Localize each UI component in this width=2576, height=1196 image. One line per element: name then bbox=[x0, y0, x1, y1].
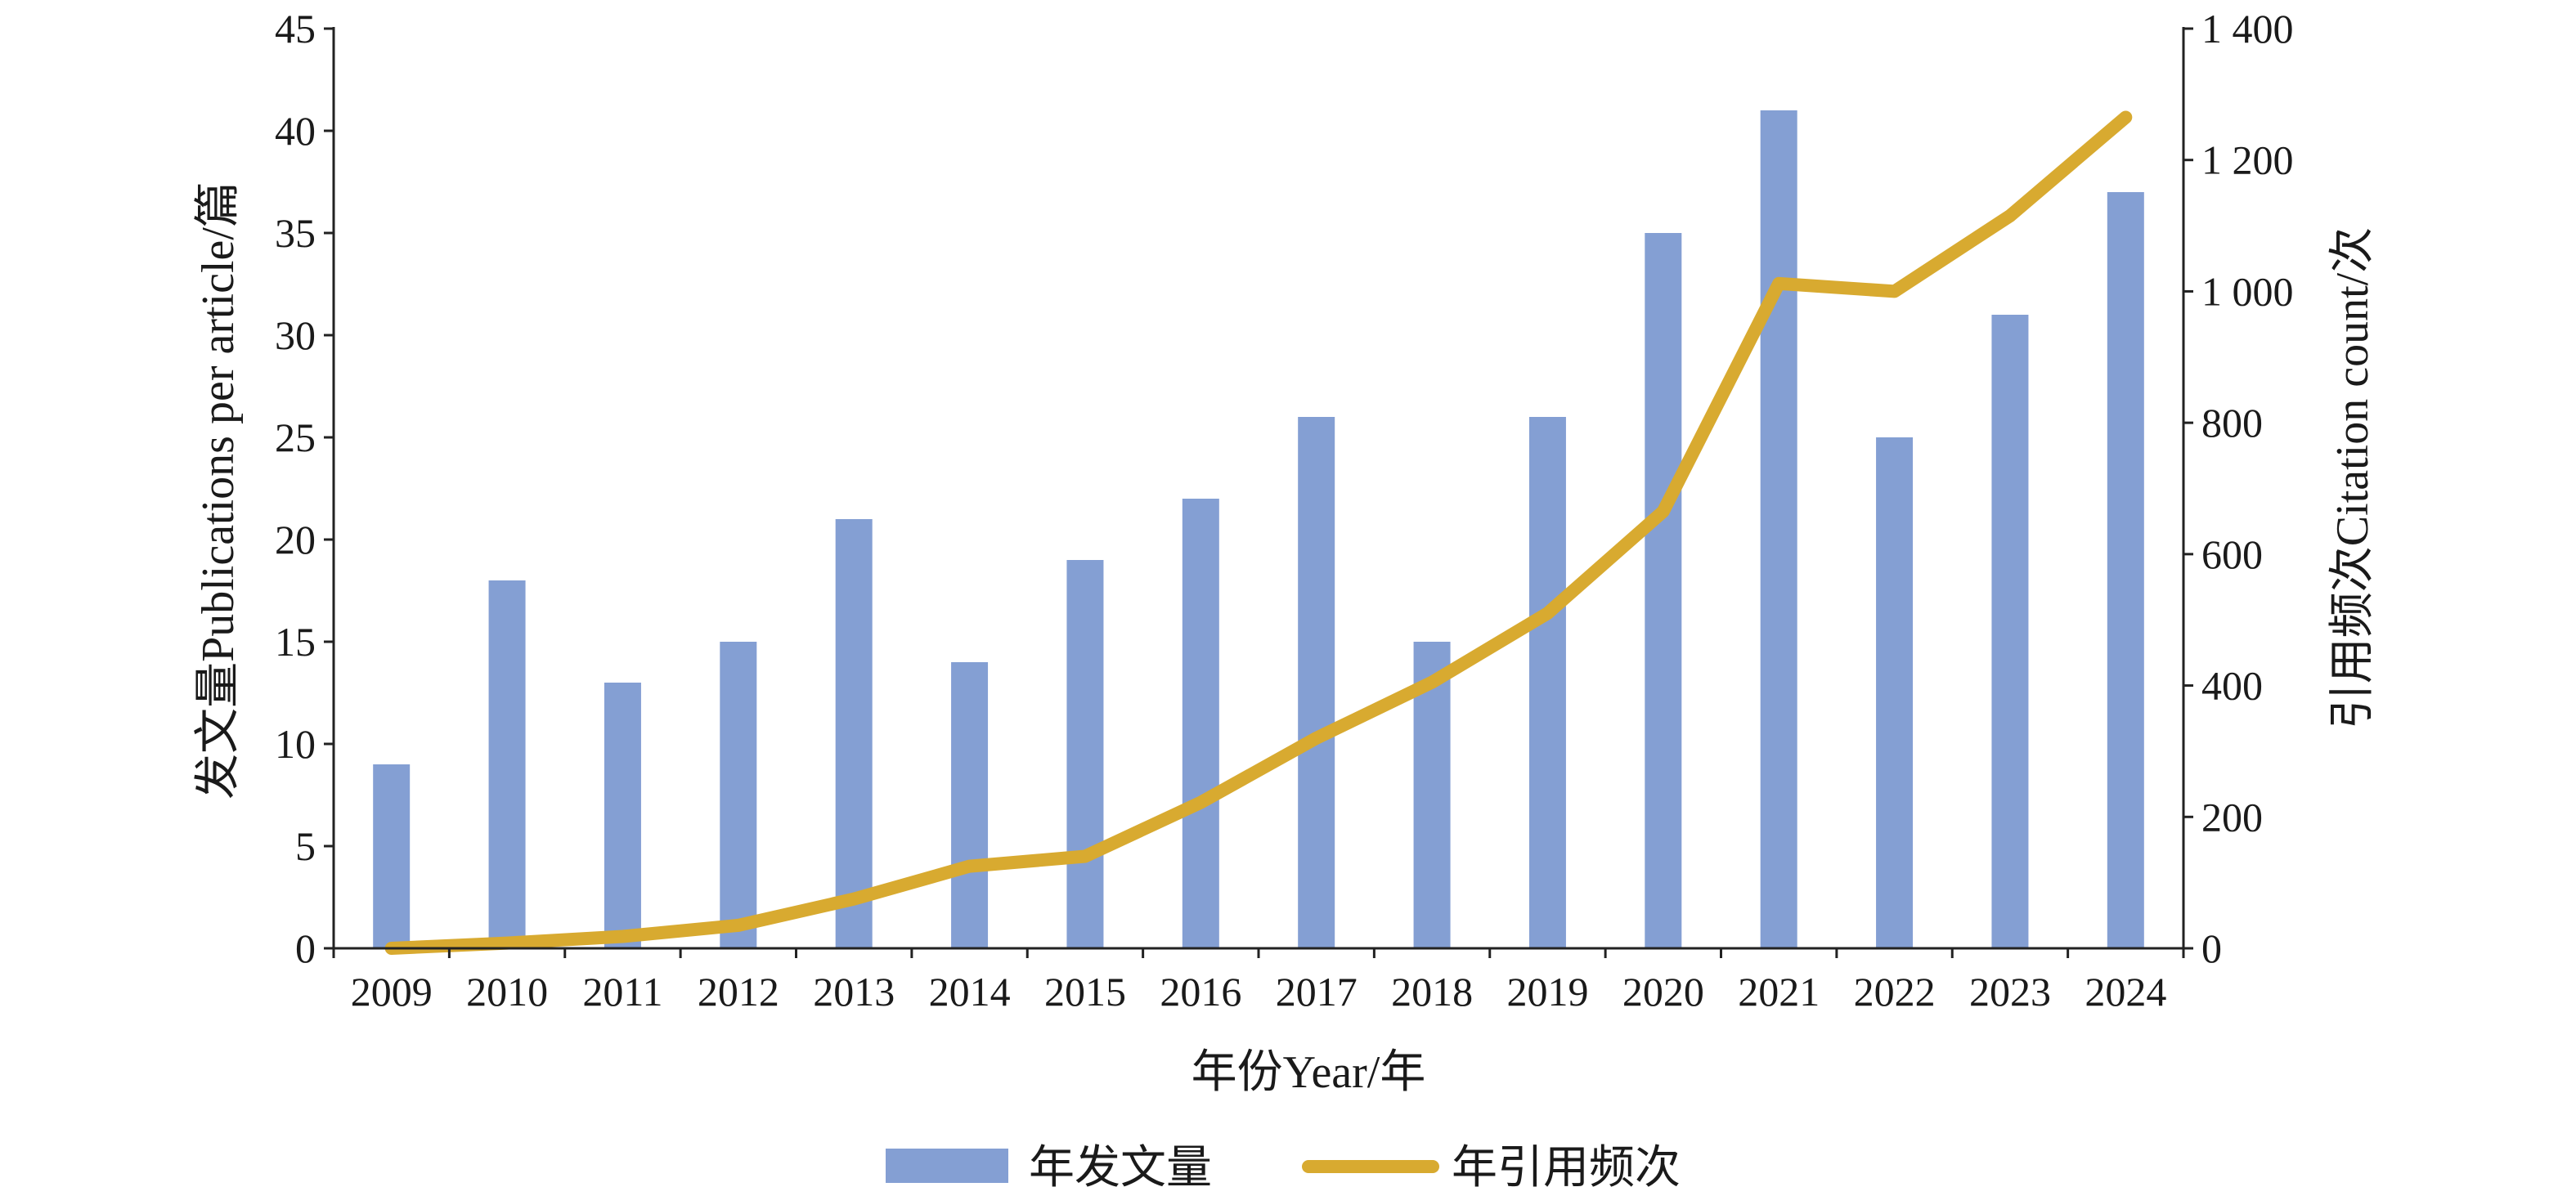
bar-2017 bbox=[1298, 417, 1335, 948]
right-axis-ticks: 0 200 400 600 800 1 000 1 200 1 400 bbox=[2183, 6, 2294, 971]
bar-2020 bbox=[1645, 233, 1682, 948]
right-tick-label: 1 000 bbox=[2201, 268, 2294, 314]
x-tick-label: 2020 bbox=[1622, 969, 1704, 1015]
x-tick-label: 2019 bbox=[1506, 969, 1588, 1015]
right-tick-label: 200 bbox=[2201, 794, 2263, 840]
legend-label-bar: 年发文量 bbox=[1029, 1143, 1212, 1194]
citation-line bbox=[384, 110, 2133, 955]
legend-swatch-bar bbox=[886, 1149, 1008, 1183]
x-tick-label: 2011 bbox=[582, 969, 662, 1015]
right-axis-title: 引用频次Citation count/次 bbox=[2327, 227, 2378, 729]
right-tick-label: 800 bbox=[2201, 400, 2263, 446]
bar-2021 bbox=[1760, 110, 1797, 948]
left-axis-ticks: 0 5 10 15 20 25 30 35 40 45 bbox=[275, 6, 334, 971]
left-axis-title: 发文量Publications per article/篇 bbox=[193, 181, 244, 800]
bar-2013 bbox=[835, 519, 873, 948]
bar-2014 bbox=[951, 662, 989, 948]
x-tick-label: 2017 bbox=[1276, 969, 1358, 1015]
x-tick-label: 2015 bbox=[1044, 969, 1126, 1015]
left-tick-label: 10 bbox=[275, 721, 316, 767]
left-tick-label: 25 bbox=[275, 414, 316, 460]
x-axis-ticks: 2009 2010 2011 2012 2013 2014 2015 2016 2017 2018… bbox=[332, 948, 2185, 1015]
x-tick-label: 2016 bbox=[1160, 969, 1241, 1015]
line-series bbox=[384, 110, 2133, 955]
left-tick-label: 5 bbox=[295, 823, 316, 869]
legend-label-line: 年引用频次 bbox=[1452, 1143, 1681, 1194]
left-tick-label: 35 bbox=[275, 210, 316, 256]
left-tick-label: 30 bbox=[275, 312, 316, 358]
left-tick-label: 0 bbox=[295, 925, 316, 971]
bar-series bbox=[373, 110, 2144, 948]
bar-2009 bbox=[373, 764, 411, 948]
left-tick-label: 40 bbox=[275, 108, 316, 154]
x-tick-label: 2009 bbox=[351, 969, 433, 1015]
right-tick-label: 1 200 bbox=[2201, 137, 2294, 183]
right-tick-label: 0 bbox=[2201, 925, 2222, 971]
right-tick-label: 1 400 bbox=[2201, 6, 2294, 52]
x-tick-label: 2018 bbox=[1391, 969, 1473, 1015]
right-tick-label: 600 bbox=[2201, 531, 2263, 577]
bar-2012 bbox=[720, 642, 757, 948]
bar-2015 bbox=[1066, 560, 1104, 948]
x-tick-label: 2010 bbox=[466, 969, 548, 1015]
x-tick-label: 2014 bbox=[929, 969, 1011, 1015]
x-tick-label: 2023 bbox=[1969, 969, 2051, 1015]
x-tick-label: 2024 bbox=[2085, 969, 2166, 1015]
bar-2019 bbox=[1528, 417, 1566, 948]
bar-2023 bbox=[1991, 315, 2029, 948]
x-tick-label: 2022 bbox=[1854, 969, 1936, 1015]
x-axis-title: 年份Year/年 bbox=[1192, 1047, 1426, 1098]
left-tick-label: 15 bbox=[275, 619, 316, 665]
x-tick-label: 2012 bbox=[698, 969, 779, 1015]
bar-2016 bbox=[1182, 499, 1219, 948]
right-tick-label: 400 bbox=[2201, 663, 2263, 709]
bar-2022 bbox=[1876, 437, 1914, 948]
bar-2024 bbox=[2107, 192, 2144, 948]
legend: 年发文量 年引用频次 bbox=[886, 1143, 1681, 1194]
bar-2010 bbox=[488, 580, 526, 948]
x-tick-label: 2021 bbox=[1738, 969, 1820, 1015]
left-tick-label: 20 bbox=[275, 517, 316, 562]
x-tick-label: 2013 bbox=[813, 969, 895, 1015]
left-tick-label: 45 bbox=[275, 6, 316, 52]
bar-2011 bbox=[604, 683, 641, 948]
